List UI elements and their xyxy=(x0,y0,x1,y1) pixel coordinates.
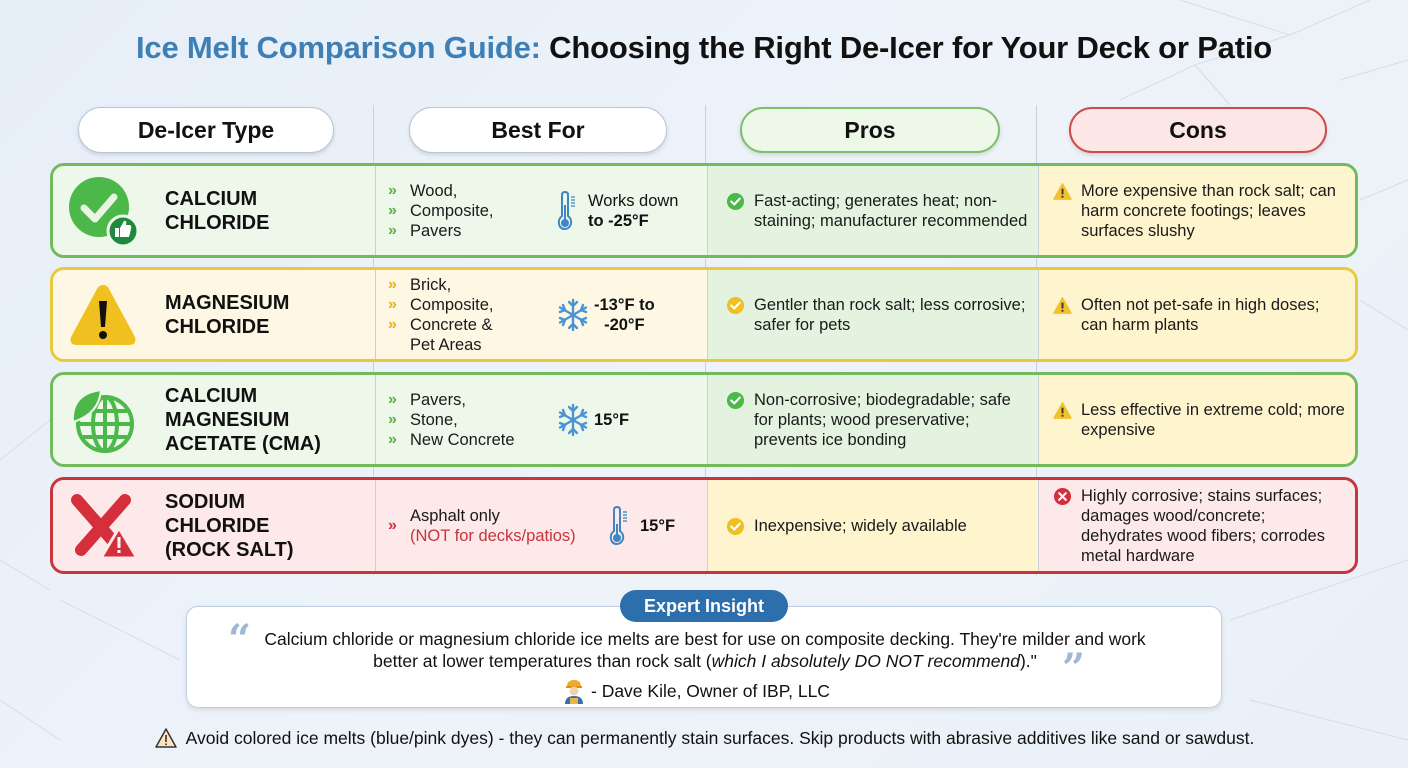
chevron-double-right-icon: » xyxy=(388,516,397,534)
chevron-double-right-icon: » xyxy=(388,390,397,408)
worker-avatar-icon xyxy=(565,680,583,704)
x-warning-icon xyxy=(71,493,139,559)
de-icer-type-cell: SODIUM CHLORIDE (ROCK SALT) xyxy=(53,480,375,571)
cons-cell: Often not pet-safe in high doses; can ha… xyxy=(1038,270,1355,359)
chevron-double-right-icon: » xyxy=(388,295,397,313)
check-circle-icon xyxy=(726,296,745,314)
thermometer-icon xyxy=(609,505,627,545)
best-for-cell: » Asphalt only (NOT for decks/patios) 15… xyxy=(375,480,707,571)
warning-triangle-icon xyxy=(70,284,136,345)
temperature-range: 15°F xyxy=(556,403,629,437)
footer-warning-note: Avoid colored ice melts (blue/pink dyes)… xyxy=(0,727,1408,749)
check-circle-icon xyxy=(726,391,745,409)
warning-icon xyxy=(154,728,177,748)
cons-text: More expensive than rock salt; can harm … xyxy=(1081,181,1336,240)
pros-cell: Gentler than rock salt; less corrosive; … xyxy=(707,270,1038,359)
not-for-decks-warning: (NOT for decks/patios) xyxy=(410,526,576,545)
open-quote-icon: “ xyxy=(228,616,252,663)
de-icer-type-cell: CALCIUM CHLORIDE xyxy=(53,166,375,255)
title-rest: Choosing the Right De-Icer for Your Deck… xyxy=(540,30,1272,65)
pros-text: Inexpensive; widely available xyxy=(754,516,967,535)
temperature-range: -13°F to -20°F xyxy=(556,295,655,335)
page-title: Ice Melt Comparison Guide: Choosing the … xyxy=(0,30,1408,66)
best-for-list: » Brick, » Composite, » Concrete & Pet Area… xyxy=(388,275,494,354)
header-cons: Cons xyxy=(1069,107,1327,153)
thermometer-icon xyxy=(557,190,575,230)
best-for-list: » Asphalt only (NOT for decks/patios) xyxy=(388,506,576,545)
de-icer-name: SODIUM CHLORIDE (ROCK SALT) xyxy=(165,490,294,561)
cons-text: Less effective in extreme cold; more exp… xyxy=(1081,400,1345,439)
check-circle-icon xyxy=(726,517,745,535)
chevron-double-right-icon: » xyxy=(388,181,397,199)
chevron-double-right-icon: » xyxy=(388,275,397,293)
pros-cell: Non-corrosive; biodegradable; safe for p… xyxy=(707,375,1038,464)
check-thumbs-up-icon xyxy=(69,176,139,247)
expert-quote: Calcium chloride or magnesium chloride i… xyxy=(264,629,1146,671)
header-pros: Pros xyxy=(740,107,1000,153)
snowflake-icon xyxy=(558,403,588,436)
cons-text: Often not pet-safe in high doses; can ha… xyxy=(1081,295,1320,334)
row-magnesium-chloride: MAGNESIUM CHLORIDE » Brick, » Composite, »… xyxy=(50,267,1358,362)
chevron-double-right-icon: » xyxy=(388,430,397,448)
chevron-double-right-icon: » xyxy=(388,201,397,219)
best-for-cell: » Pavers, » Stone, » New Concrete 15°F xyxy=(375,375,707,464)
pros-text: Non-corrosive; biodegradable; safe for p… xyxy=(754,390,1011,449)
best-for-cell: » Wood, » Composite, » Pavers Works down to… xyxy=(375,166,707,255)
temperature-text: Works down to -25°F xyxy=(588,191,679,230)
cons-cell: Highly corrosive; stains surfaces; damag… xyxy=(1038,480,1355,571)
de-icer-name: CALCIUM CHLORIDE xyxy=(165,187,270,234)
temperature-text: -13°F to -20°F xyxy=(594,295,655,334)
best-for-list: » Pavers, » Stone, » New Concrete xyxy=(388,390,515,449)
chevron-double-right-icon: » xyxy=(388,315,397,333)
pros-cell: Fast-acting; generates heat; non-stainin… xyxy=(707,166,1038,255)
warning-icon xyxy=(1053,296,1072,314)
close-quote-icon: ” xyxy=(1062,645,1086,692)
best-for-list: » Wood, » Composite, » Pavers xyxy=(388,181,494,240)
temperature-text: 15°F xyxy=(640,516,676,535)
warning-icon xyxy=(1053,401,1072,419)
pros-text: Gentler than rock salt; less corrosive; … xyxy=(754,295,1026,334)
quote-author: - Dave Kile, Owner of IBP, LLC xyxy=(563,678,830,704)
header-best-for: Best For xyxy=(409,107,667,153)
chevron-double-right-icon: » xyxy=(388,221,397,239)
de-icer-name: CALCIUM MAGNESIUM ACETATE (CMA) xyxy=(165,384,321,455)
pros-cell: Inexpensive; widely available xyxy=(707,480,1038,571)
header-de-icer-type: De-Icer Type xyxy=(78,107,334,153)
de-icer-type-cell: MAGNESIUM CHLORIDE xyxy=(53,270,375,359)
cons-text: Highly corrosive; stains surfaces; damag… xyxy=(1081,486,1325,565)
title-highlight: Ice Melt Comparison Guide: xyxy=(136,30,541,65)
warning-icon xyxy=(1053,182,1072,200)
cons-cell: More expensive than rock salt; can harm … xyxy=(1038,166,1355,255)
chevron-double-right-icon: » xyxy=(388,410,397,428)
x-circle-icon xyxy=(1053,487,1072,505)
pros-text: Fast-acting; generates heat; non-stainin… xyxy=(754,191,1028,230)
expert-insight-badge: Expert Insight xyxy=(620,590,788,622)
temperature-text: 15°F xyxy=(594,410,630,429)
best-for-cell: » Brick, » Composite, » Concrete & Pet Area… xyxy=(375,270,707,359)
row-calcium-chloride: CALCIUM CHLORIDE » Wood, » Composite, » Pav… xyxy=(50,163,1358,258)
de-icer-type-cell: CALCIUM MAGNESIUM ACETATE (CMA) xyxy=(53,375,375,464)
temperature-range: Works down to -25°F xyxy=(556,190,679,231)
temperature-range: 15°F xyxy=(608,505,676,546)
cons-cell: Less effective in extreme cold; more exp… xyxy=(1038,375,1355,464)
row-calcium-magnesium-acetate: CALCIUM MAGNESIUM ACETATE (CMA) » Pavers,… xyxy=(50,372,1358,467)
snowflake-icon xyxy=(558,298,588,331)
de-icer-name: MAGNESIUM CHLORIDE xyxy=(165,291,290,338)
row-sodium-chloride: SODIUM CHLORIDE (ROCK SALT) » Asphalt on… xyxy=(50,477,1358,574)
eco-globe-leaf-icon xyxy=(71,388,134,453)
check-circle-icon xyxy=(726,192,745,210)
